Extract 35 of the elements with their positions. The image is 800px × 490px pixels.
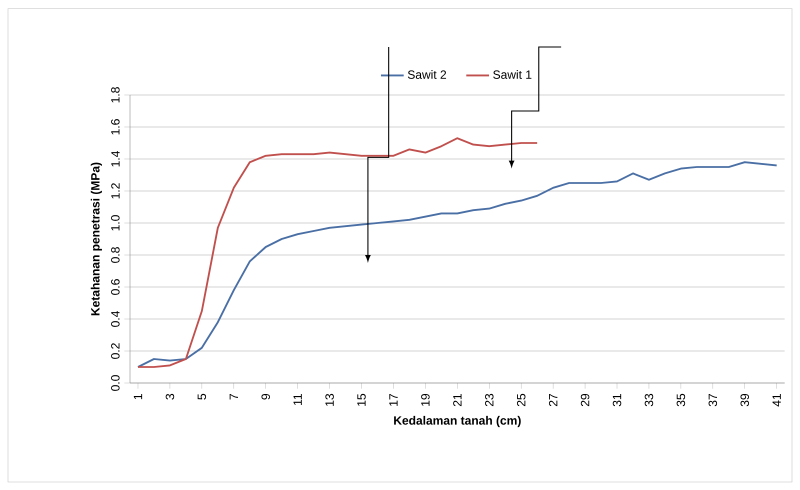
x-tick-label: 7 xyxy=(230,394,238,400)
x-tick-label: 13 xyxy=(325,394,334,406)
x-tick-label: 33 xyxy=(644,394,654,406)
y-tick-label: 0.0 xyxy=(111,375,120,391)
y-tick-label: 1.4 xyxy=(111,151,120,166)
x-tick-label: 9 xyxy=(261,394,270,400)
x-tick-label: 17 xyxy=(389,394,398,406)
x-tick-label: 15 xyxy=(357,394,366,406)
y-tick-label: 0.2 xyxy=(111,343,120,359)
y-tick-label: 0.4 xyxy=(111,311,120,327)
x-tick-label: 39 xyxy=(740,394,750,406)
legend-label: Sawit 1 xyxy=(493,70,532,79)
x-tick-label: 19 xyxy=(421,394,430,406)
x-tick-label: 11 xyxy=(294,394,302,405)
x-tick-label: 5 xyxy=(198,394,206,400)
x-tick-label: 29 xyxy=(580,394,590,406)
x-tick-label: 41 xyxy=(772,394,781,406)
y-axis-title: Ketahanan penetrasi (MPa) xyxy=(90,162,102,316)
x-tick-label: 23 xyxy=(485,394,494,406)
y-tick-label: 1.0 xyxy=(111,215,120,230)
x-tick-label: 25 xyxy=(516,394,526,406)
x-tick-label: 21 xyxy=(453,394,462,406)
x-tick-label: 35 xyxy=(676,394,686,406)
y-tick-label: 0.8 xyxy=(111,247,120,263)
x-tick-label: 37 xyxy=(708,394,718,406)
x-tick-label: 27 xyxy=(548,394,558,406)
x-axis-title: Kedalaman tanah (cm) xyxy=(394,416,521,428)
x-tick-label: 1 xyxy=(134,394,142,400)
x-tick-label: 3 xyxy=(166,394,174,400)
x-tick-label: 31 xyxy=(612,394,622,406)
legend-label: Sawit 2 xyxy=(408,70,446,79)
y-tick-label: 1.2 xyxy=(111,183,120,198)
y-tick-label: 1.6 xyxy=(111,119,120,134)
y-tick-label: 0.6 xyxy=(111,279,120,295)
y-tick-label: 1.8 xyxy=(111,87,120,102)
